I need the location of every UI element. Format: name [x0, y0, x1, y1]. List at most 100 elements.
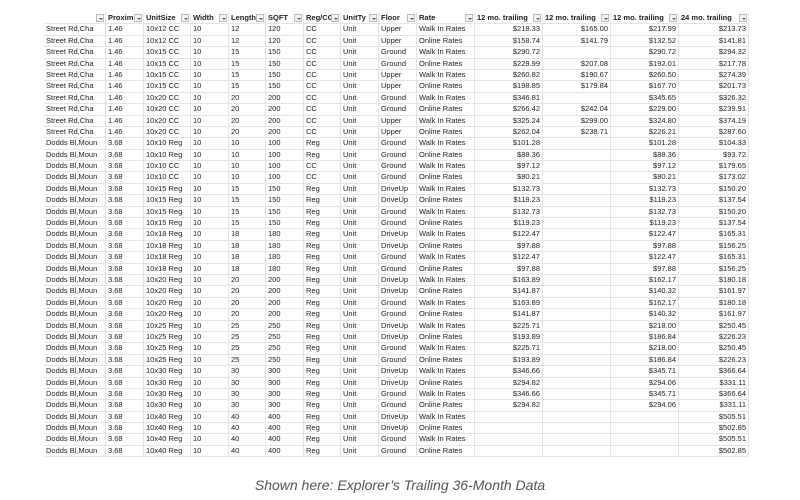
- table-cell: [543, 388, 611, 400]
- table-cell: $141.87: [475, 286, 543, 297]
- table-cell: 3.68: [106, 274, 144, 286]
- table-row: Dodds Bl,Moun 3.68 10x20 Reg 10 20 200 Reg Unit…: [44, 274, 749, 287]
- table-cell: Unit: [341, 354, 379, 366]
- table-cell: Online Rates: [417, 354, 475, 366]
- table-cell: [543, 445, 611, 457]
- table-cell: Dodds Bl,Moun: [44, 195, 106, 206]
- table-cell: Ground: [379, 263, 417, 274]
- header-cell: UnitTy: [341, 13, 379, 24]
- filter-button[interactable]: [407, 14, 415, 22]
- table-cell: 10x20 Reg: [144, 286, 191, 297]
- table-cell: Dodds Bl,Moun: [44, 286, 106, 297]
- table-cell: Walk In Rates: [417, 320, 475, 331]
- table-cell: 10: [191, 354, 229, 366]
- filter-button[interactable]: [219, 14, 227, 22]
- filter-button[interactable]: [533, 14, 541, 22]
- table-cell: Reg: [304, 366, 341, 377]
- filter-button[interactable]: [465, 14, 473, 22]
- table-cell: $93.72: [679, 149, 749, 161]
- table-cell: $132.52: [611, 35, 679, 47]
- filter-button[interactable]: [181, 14, 189, 22]
- table-cell: Dodds Bl,Moun: [44, 263, 106, 274]
- table-cell: 40: [229, 445, 266, 457]
- table-cell: [543, 400, 611, 411]
- table-cell: Ground: [379, 343, 417, 354]
- table-cell: $217.99: [611, 24, 679, 35]
- filter-button[interactable]: [134, 14, 142, 22]
- table-row: Dodds Bl,Moun 3.68 10x10 CC 10 10 100 CC Unit Gr…: [44, 161, 749, 173]
- table-cell: 150: [266, 206, 304, 218]
- table-row: Dodds Bl,Moun 3.68 10x25 Reg 10 25 250 Reg Unit…: [44, 343, 749, 355]
- header-text: Reg/CC: [306, 13, 334, 22]
- table-cell: $132.73: [611, 183, 679, 195]
- table-cell: CC: [304, 69, 341, 81]
- table-cell: 180: [266, 229, 304, 240]
- table-cell: Street Rd,Cha: [44, 58, 106, 69]
- table-cell: $150.20: [679, 206, 749, 218]
- table-cell: 100: [266, 172, 304, 183]
- table-cell: $226.23: [679, 354, 749, 366]
- table-cell: Unit: [341, 423, 379, 434]
- table-cell: 10x12 CC: [144, 24, 191, 35]
- filter-button[interactable]: [669, 14, 677, 22]
- header-text: 12 mo. trailing: [477, 13, 528, 22]
- table-cell: 10x30 Reg: [144, 388, 191, 400]
- filter-button[interactable]: [331, 14, 339, 22]
- table-cell: 3.68: [106, 366, 144, 377]
- filter-button[interactable]: [256, 14, 264, 22]
- table-cell: Unit: [341, 218, 379, 229]
- table-cell: 3.68: [106, 388, 144, 400]
- table-cell: [543, 309, 611, 320]
- table-cell: $122.47: [611, 229, 679, 240]
- table-cell: Dodds Bl,Moun: [44, 218, 106, 229]
- table-cell: $294.06: [611, 377, 679, 388]
- table-cell: 1.46: [106, 24, 144, 35]
- table-cell: $179.65: [679, 161, 749, 172]
- table-cell: $161.97: [679, 286, 749, 297]
- table-cell: 10: [191, 81, 229, 92]
- table-cell: $290.72: [475, 47, 543, 58]
- table-cell: 15: [229, 58, 266, 69]
- table-cell: Reg: [304, 252, 341, 263]
- table-cell: 10: [191, 47, 229, 58]
- table-cell: 18: [229, 240, 266, 252]
- header-text: UnitTy: [343, 13, 366, 22]
- table-cell: $346.66: [475, 366, 543, 377]
- header-cell: Proxim: [106, 13, 144, 24]
- table-cell: 100: [266, 138, 304, 149]
- table-row: Dodds Bl,Moun 3.68 10x18 Reg 10 18 180 Reg Unit…: [44, 263, 749, 275]
- table-cell: Walk In Rates: [417, 92, 475, 104]
- table-cell: Unit: [341, 286, 379, 297]
- table-cell: 10x10 CC: [144, 161, 191, 172]
- table-cell: 10: [191, 309, 229, 320]
- table-cell: 10: [191, 24, 229, 35]
- header-cell: 24 mo. trailing: [679, 13, 749, 24]
- header-cell: Width: [191, 13, 229, 24]
- table-cell: 10x40 Reg: [144, 445, 191, 457]
- table-cell: 200: [266, 92, 304, 104]
- header-text: Width: [193, 13, 214, 22]
- table-cell: 3.68: [106, 411, 144, 423]
- filter-button[interactable]: [96, 14, 104, 22]
- table-row: Dodds Bl,Moun 3.68 10x40 Reg 10 40 400 Reg Unit…: [44, 445, 749, 458]
- filter-button[interactable]: [739, 14, 747, 22]
- table-cell: 15: [229, 218, 266, 229]
- table-cell: 10x18 Reg: [144, 240, 191, 252]
- table-cell: 20: [229, 274, 266, 286]
- header-text: UnitSize: [146, 13, 176, 22]
- table-cell: [611, 423, 679, 434]
- filter-button[interactable]: [601, 14, 609, 22]
- table-cell: Unit: [341, 69, 379, 81]
- table-cell: Unit: [341, 126, 379, 138]
- table-cell: $132.73: [475, 183, 543, 195]
- header-cell: Reg/CC: [304, 13, 341, 24]
- table-cell: [475, 434, 543, 445]
- table-cell: $345.65: [611, 92, 679, 104]
- filter-button[interactable]: [294, 14, 302, 22]
- table-cell: 10: [191, 286, 229, 297]
- table-cell: 180: [266, 240, 304, 252]
- table-cell: 10x18 Reg: [144, 263, 191, 274]
- table-cell: 10: [229, 149, 266, 161]
- table-cell: Street Rd,Cha: [44, 81, 106, 92]
- filter-button[interactable]: [369, 14, 377, 22]
